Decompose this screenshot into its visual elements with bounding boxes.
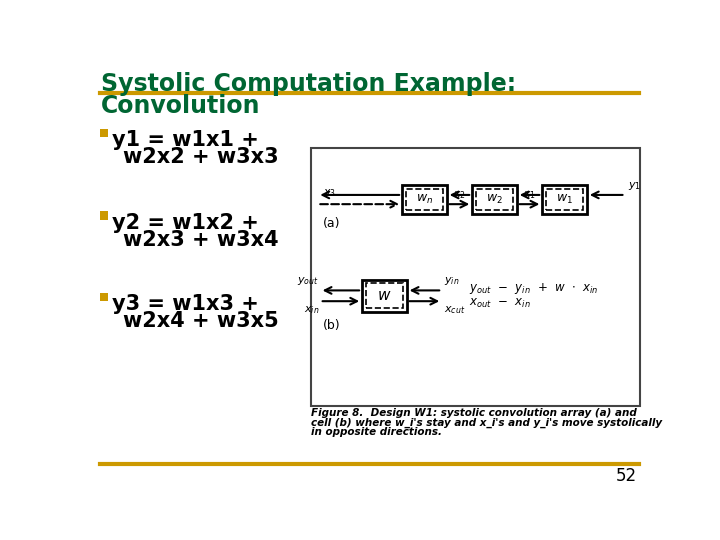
Text: Convolution: Convolution (101, 94, 261, 118)
Bar (99, 293, 108, 301)
Text: Figure 8.  Design W1: systolic convolution array (a) and: Figure 8. Design W1: systolic convolutio… (311, 408, 637, 418)
Bar (99, 129, 108, 137)
Text: $x_{in}$: $x_{in}$ (304, 304, 319, 316)
Text: $y_{out}$: $y_{out}$ (297, 275, 319, 287)
Text: $w_2$: $w_2$ (486, 193, 503, 206)
Bar (311, 148, 640, 406)
Text: $w_1$: $w_1$ (556, 193, 573, 206)
Bar (546, 189, 583, 211)
Text: w2x2 + w3x3: w2x2 + w3x3 (122, 147, 278, 167)
Bar (542, 185, 587, 214)
Text: $x_{cut}$: $x_{cut}$ (444, 304, 465, 316)
Text: w2x4 + w3x5: w2x4 + w3x5 (122, 311, 279, 331)
Text: $w_n$: $w_n$ (416, 193, 433, 206)
Text: $y_{in}$: $y_{in}$ (444, 275, 459, 287)
Text: y1 = w1x1 +: y1 = w1x1 + (112, 130, 258, 150)
Text: (b): (b) (323, 319, 341, 332)
Text: $x_1$: $x_1$ (523, 190, 536, 201)
Bar (476, 189, 513, 211)
Text: (a): (a) (323, 217, 341, 230)
Bar (472, 185, 517, 214)
Text: in opposite directions.: in opposite directions. (311, 427, 442, 437)
Text: y3 = w1x3 +: y3 = w1x3 + (112, 294, 258, 314)
Text: w2x3 + w3x4: w2x3 + w3x4 (122, 230, 278, 249)
Text: $x_2$: $x_2$ (453, 190, 466, 201)
Text: cell (b) where w_i's stay and x_i's and y_i's move systolically: cell (b) where w_i's stay and x_i's and … (311, 417, 662, 428)
Text: $w$: $w$ (377, 288, 392, 303)
Bar (362, 280, 407, 312)
Text: 52: 52 (616, 467, 637, 485)
Bar (99, 211, 108, 220)
Bar (406, 189, 443, 211)
Text: $x_{out}$  $-$  $x_{in}$: $x_{out}$ $-$ $x_{in}$ (469, 297, 531, 310)
Text: Systolic Computation Example:: Systolic Computation Example: (101, 72, 516, 97)
Bar (402, 185, 447, 214)
Text: $x_3$: $x_3$ (323, 187, 336, 199)
Text: $y_1$: $y_1$ (628, 180, 641, 192)
Text: y2 = w1x2 +: y2 = w1x2 + (112, 213, 258, 233)
Text: $y_{out}$  $-$  $y_{in}$  $+$  $w$  $\cdot$  $x_{in}$: $y_{out}$ $-$ $y_{in}$ $+$ $w$ $\cdot$ $… (469, 281, 599, 295)
Bar (366, 284, 403, 308)
